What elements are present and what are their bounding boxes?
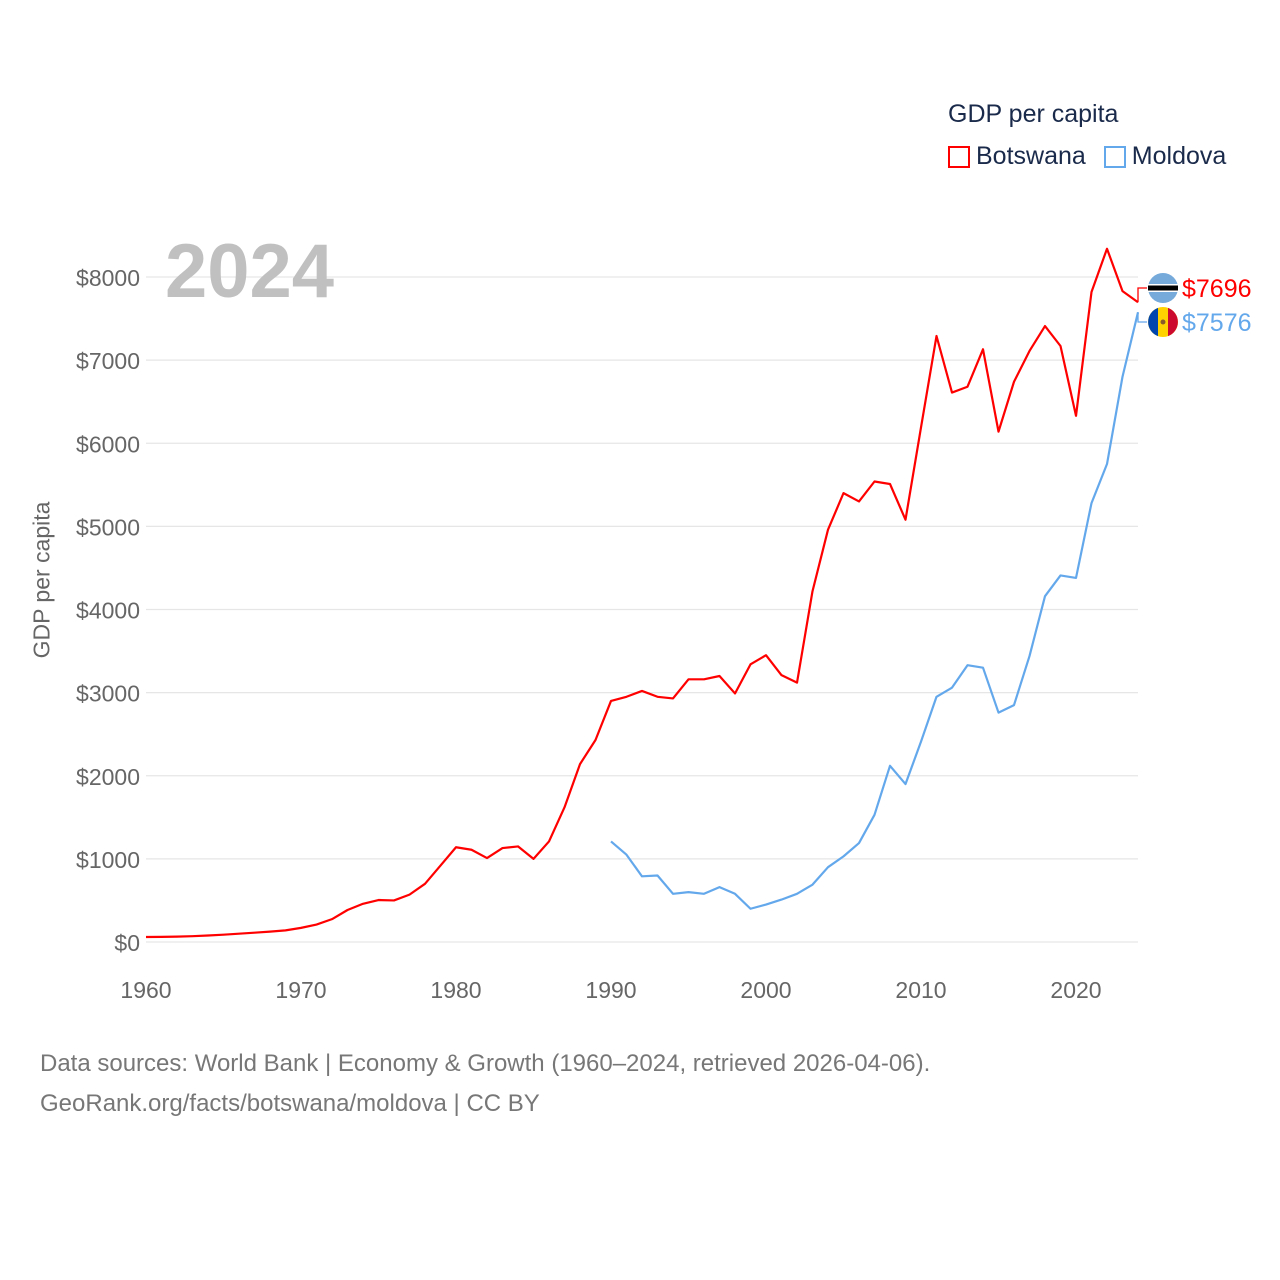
- flag-stripe: [1148, 307, 1158, 337]
- year-watermark: 2024: [165, 229, 335, 314]
- legend-item-moldova[interactable]: Moldova: [1103, 142, 1227, 171]
- legend-label: Botswana: [976, 142, 1086, 170]
- source-link[interactable]: GeoRank.org/facts/botswana/moldova | CC …: [40, 1090, 540, 1117]
- x-tick-label: 1980: [430, 977, 481, 1003]
- y-axis-label: GDP per capita: [28, 501, 55, 659]
- x-tick-label: 1970: [275, 977, 326, 1003]
- end-label-connector: [1137, 312, 1147, 323]
- x-tick-label: 1990: [585, 977, 636, 1003]
- flag-stripe: [1168, 307, 1178, 337]
- y-tick-label: $1000: [76, 847, 140, 873]
- end-label-connector: [1137, 287, 1147, 303]
- y-tick-label: $0: [114, 930, 140, 956]
- legend-swatch: [1103, 145, 1126, 168]
- series-line-botswana: [145, 247, 1139, 939]
- x-tick-label: 2000: [740, 977, 791, 1003]
- y-tick-label: $6000: [76, 431, 140, 457]
- legend: Botswana Moldova: [948, 142, 1226, 171]
- legend-label: Moldova: [1131, 142, 1227, 170]
- legend-swatch: [948, 145, 970, 168]
- x-tick-label: 1960: [120, 977, 171, 1003]
- y-tick-label: $2000: [76, 764, 140, 790]
- y-tick-label: $4000: [76, 598, 140, 624]
- y-tick-label: $7000: [76, 348, 140, 374]
- legend-title: GDP per capita: [948, 100, 1119, 128]
- flag-emblem: [1160, 319, 1166, 325]
- source-line: Data sources: World Bank | Economy & Gro…: [40, 1050, 931, 1077]
- y-tick-label: $8000: [76, 265, 140, 291]
- x-tick-label: 2010: [895, 977, 946, 1003]
- end-value-label: $7696: [1182, 275, 1252, 303]
- legend-item-botswana[interactable]: Botswana: [948, 142, 1086, 171]
- end-value-label: $7576: [1182, 309, 1252, 337]
- series-line-moldova: [610, 311, 1140, 910]
- x-tick-label: 2020: [1050, 977, 1101, 1003]
- y-tick-label: $3000: [76, 681, 140, 707]
- source-note: Data sources: World Bank | Economy & Gro…: [40, 1044, 930, 1124]
- flag-stripe: [1148, 285, 1178, 291]
- y-tick-label: $5000: [76, 514, 140, 540]
